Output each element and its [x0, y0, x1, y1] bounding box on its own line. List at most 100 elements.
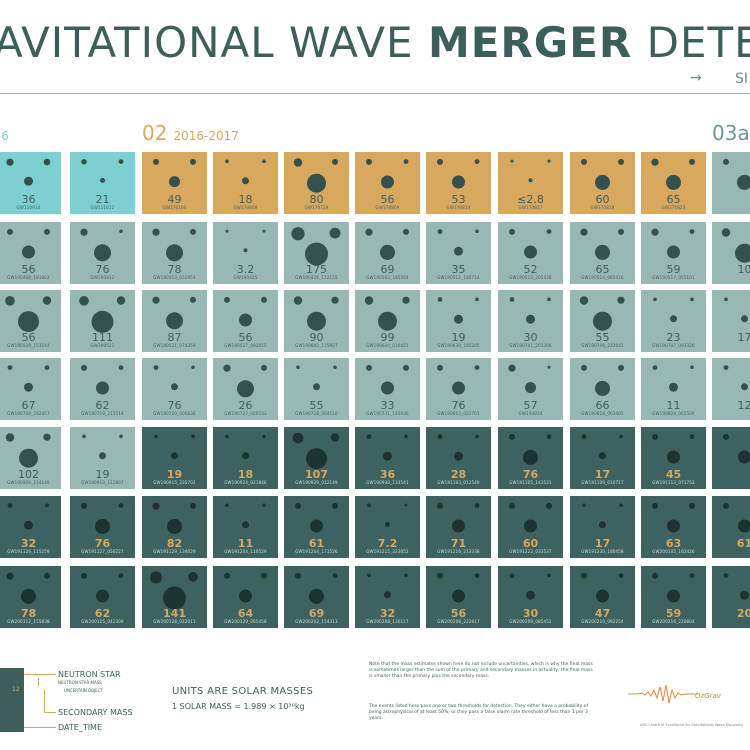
legend-pointer-date [24, 727, 56, 728]
legend-pointer-neutron-v [38, 678, 39, 686]
final-mass-dot [454, 451, 463, 461]
merger-tile: 64 GW200129_065458 [213, 566, 278, 628]
final-mass-dot [595, 380, 610, 396]
merger-tile: 33 GW190731_140936 [355, 358, 420, 420]
final-mass-dot [596, 589, 609, 603]
final-mass-value: 99 [380, 331, 395, 344]
primary-mass-dot [291, 227, 305, 241]
event-name: GW190719_215514 [81, 411, 124, 416]
primary-mass-dot [5, 296, 15, 306]
merger-tile: 19 GW190910_112807 [70, 427, 135, 489]
final-mass-value: 11 [666, 399, 681, 412]
final-mass-value: 28 [450, 468, 467, 481]
final-mass-value: 19 [451, 331, 466, 344]
final-mass-value: 56 [21, 263, 36, 276]
event-name: GW190521 [90, 343, 115, 348]
final-mass-value: 80 [309, 193, 324, 206]
merger-tile: 60 GW191222_033537 [498, 496, 563, 558]
merger-tile: 69 GW190503_185404 [355, 222, 420, 284]
final-mass-value: 49 [167, 193, 182, 206]
primary-mass-dot [5, 433, 15, 442]
merger-tile: 32 GW191126_115259 [0, 496, 61, 558]
run-label-o3: 03a [712, 121, 750, 145]
final-mass-value: 30 [523, 331, 538, 344]
secondary-mass-dot [190, 502, 196, 509]
final-mass-dot [737, 174, 750, 190]
primary-mass-dot [723, 573, 729, 578]
final-mass-dot [166, 244, 183, 262]
merger-tile: 66 GW190828_063405 [570, 358, 635, 420]
run-number: 02 [142, 121, 168, 145]
event-name: GW191230_180458 [581, 549, 624, 554]
primary-mass-dot [723, 158, 729, 165]
merger-tile: 76 GW190720_000836 [142, 358, 207, 420]
final-mass-value: 71 [450, 537, 467, 550]
run-label-o2: 02 2016-2017 [142, 121, 239, 145]
secondary-mass-dot [44, 572, 50, 579]
merger-tile: 32 GW200208_130117 [355, 566, 420, 628]
final-mass-value: 56 [380, 193, 395, 206]
merger-tile: 55 GW190728_064510 [284, 358, 349, 420]
merger-tile: 26 GW190727_060333 [213, 358, 278, 420]
merger-tile [712, 152, 750, 214]
final-mass-value: 17 [594, 537, 611, 550]
secondary-mass-dot [618, 573, 624, 578]
merger-tile: 61 GW191204_171526 [284, 496, 349, 558]
event-name: GW200208_130117 [366, 619, 409, 624]
final-mass-dot [94, 244, 111, 262]
final-mass-value: 11 [237, 537, 254, 550]
secondary-mass-dot [690, 365, 694, 370]
secondary-mass-dot [403, 159, 409, 164]
legend-secondary-mass: SECONDARY MASS [58, 708, 133, 717]
secondary-mass-dot [475, 297, 479, 302]
final-mass-dot [171, 452, 178, 460]
final-mass-dot [100, 177, 105, 183]
primary-mass-dot [509, 502, 515, 509]
event-name: GW191216_213338 [437, 549, 480, 554]
primary-mass-dot [224, 572, 230, 579]
merger-tile: 21 GW151012 [70, 152, 135, 214]
event-name: GW170818 [590, 205, 615, 210]
final-mass-value: 66 [595, 399, 610, 412]
event-name: GW190706_222641 [581, 343, 624, 348]
primary-mass-dot [366, 434, 372, 439]
final-mass-dot [452, 175, 465, 189]
primary-mass-dot [652, 433, 658, 440]
event-name: GW190512_180714 [437, 275, 480, 280]
secondary-mass-dot [689, 434, 695, 439]
ozgrav-logo-text: OzGrav [695, 692, 721, 700]
primary-mass-dot [581, 364, 587, 371]
final-mass-dot [599, 521, 606, 529]
primary-mass-dot [225, 159, 229, 164]
primary-mass-dot [437, 364, 443, 371]
secondary-mass-dot [690, 297, 694, 302]
event-name: GW191129_134029 [153, 549, 196, 554]
merger-tile: 90 GW190602_175927 [284, 290, 349, 352]
final-mass-value: 18 [237, 468, 254, 481]
event-name: GW200208_222617 [437, 619, 480, 624]
merger-tile: 19 GW190915_235702 [142, 427, 207, 489]
final-mass-value: 62 [95, 399, 110, 412]
merger-tile: 56 GW170809 [355, 152, 420, 214]
primary-mass-dot [366, 158, 372, 165]
secondary-mass-dot [190, 228, 196, 235]
primary-mass-dot [723, 433, 729, 440]
secondary-mass-dot [618, 158, 624, 165]
secondary-mass-dot [403, 364, 409, 371]
event-name: GW190701_203306 [509, 343, 552, 348]
secondary-mass-dot [404, 503, 408, 507]
final-mass-value: 82 [166, 537, 183, 550]
merger-tile: 30 GW200209_085452 [498, 566, 563, 628]
secondary-mass-dot [402, 296, 410, 304]
final-mass-value: 64 [237, 607, 254, 620]
event-name: GW190620_030421 [366, 343, 409, 348]
arrow-right-icon: → [690, 70, 702, 86]
merger-tile: 141 GW200128_022011 [142, 566, 207, 628]
event-name: GW200115_042309 [81, 619, 124, 624]
legend-neutron-star: NEUTRON STAR [58, 670, 121, 679]
final-mass-value: 33 [380, 399, 395, 412]
event-name: GW191105_143521 [509, 480, 552, 485]
event-name: GW190602_175927 [295, 343, 338, 348]
final-mass-dot [669, 382, 678, 392]
event-name: GW170104 [162, 205, 187, 210]
